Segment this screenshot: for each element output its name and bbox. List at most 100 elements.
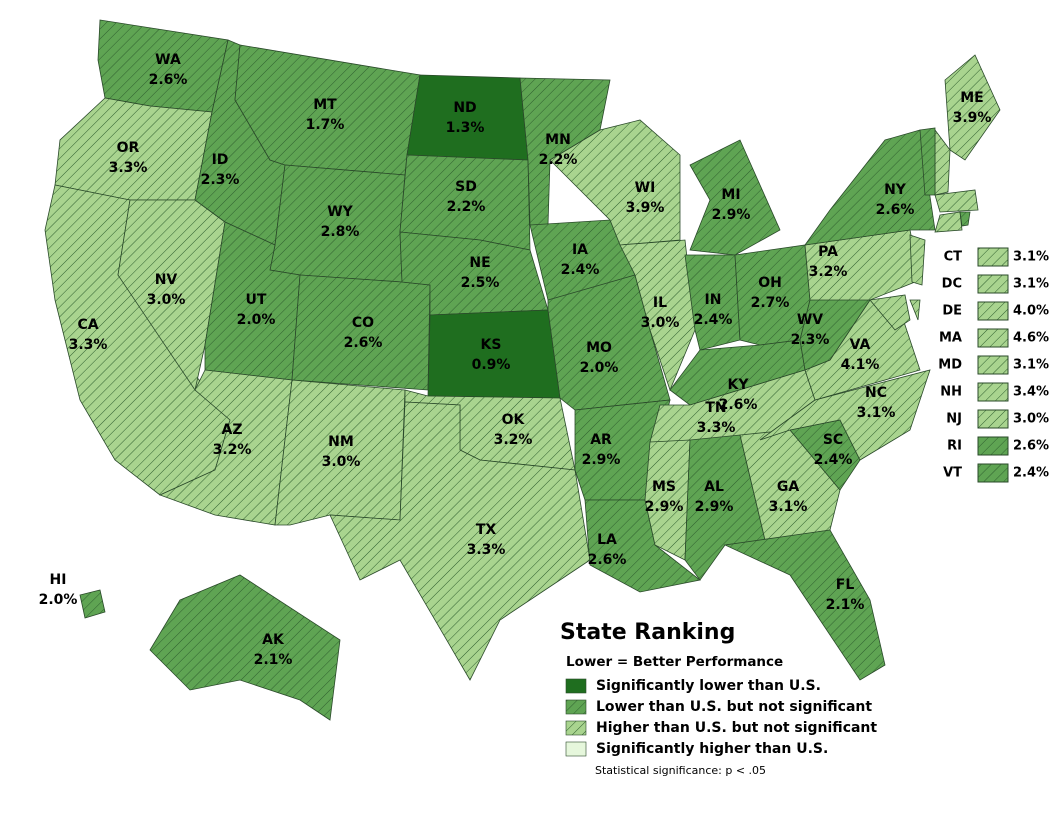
small-state-abbr: DE	[942, 304, 962, 319]
state-value: 2.1%	[254, 652, 293, 668]
small-state-abbr: MD	[938, 358, 962, 373]
state-shape	[274, 379, 406, 526]
state-abbr: WY	[327, 204, 353, 220]
legend-label: Lower than U.S. but not significant	[596, 699, 872, 715]
state-abbr: AR	[590, 432, 612, 448]
small-state-abbr: MA	[939, 331, 962, 346]
small-state-abbr: NJ	[946, 412, 962, 427]
state-abbr: NM	[328, 434, 354, 450]
state-value: 2.4%	[561, 262, 600, 278]
state-abbr: PA	[818, 244, 838, 260]
state-shape	[919, 127, 936, 196]
state-value: 2.3%	[791, 332, 830, 348]
state-abbr: AZ	[222, 422, 243, 438]
state-shape	[804, 129, 936, 246]
state-value: 2.7%	[751, 295, 790, 311]
state-shape	[427, 309, 561, 399]
state-abbr: NV	[155, 272, 178, 288]
small-state-swatch	[977, 382, 1009, 402]
state-labels: WA 2.6% OR 3.3% CA 3.3% NV 3.0% ID 2.3% MT 1.7% WY 2.…	[39, 52, 992, 668]
state-abbr: MO	[586, 340, 612, 356]
state-value: 3.1%	[857, 405, 896, 421]
small-state-value: 3.0%	[1013, 412, 1049, 427]
state-value: 2.6%	[149, 72, 188, 88]
state-abbr: MN	[545, 132, 571, 148]
legend-swatch	[565, 741, 587, 757]
state-abbr: SD	[455, 179, 477, 195]
legend-title: State Ranking	[560, 620, 735, 645]
small-state-swatch	[977, 355, 1009, 375]
small-state-value: 2.6%	[1013, 439, 1049, 454]
state-abbr: NC	[865, 385, 887, 401]
small-state-swatch	[977, 247, 1009, 267]
state-shape	[959, 211, 971, 227]
small-state-swatch	[977, 301, 1009, 321]
state-value: 2.2%	[539, 152, 578, 168]
state-value: 2.9%	[645, 499, 684, 515]
state-value: 4.1%	[841, 357, 880, 373]
state-value: 3.9%	[626, 200, 665, 216]
state-value: 3.3%	[69, 337, 108, 353]
state-abbr: OK	[502, 412, 526, 428]
state-value: 2.2%	[447, 199, 486, 215]
state-value: 2.0%	[237, 312, 276, 328]
state-value: 3.2%	[213, 442, 252, 458]
small-state-value: 3.1%	[1013, 250, 1049, 265]
state-abbr: UT	[246, 292, 267, 308]
small-state-swatch	[977, 436, 1009, 456]
state-value: 2.8%	[321, 224, 360, 240]
state-shape	[406, 74, 529, 161]
state-value: 2.0%	[580, 360, 619, 376]
states	[44, 19, 1001, 721]
state-shape	[291, 274, 431, 391]
state-value: 3.9%	[953, 110, 992, 126]
state-shape	[909, 299, 921, 321]
small-state-swatch	[977, 328, 1009, 348]
state-value: 3.2%	[494, 432, 533, 448]
state-abbr: ND	[453, 100, 476, 116]
state-value: 2.4%	[694, 312, 733, 328]
state-value: 3.0%	[641, 315, 680, 331]
state-abbr: CO	[352, 315, 374, 331]
state-value: 3.1%	[769, 499, 808, 515]
state-abbr: WV	[797, 312, 823, 328]
state-abbr: OH	[758, 275, 782, 291]
state-value: 3.3%	[697, 420, 736, 436]
state-value: 2.9%	[712, 207, 751, 223]
state-abbr: ID	[212, 152, 229, 168]
state-value: 3.3%	[467, 542, 506, 558]
state-value: 2.0%	[39, 592, 78, 608]
state-shape	[934, 128, 951, 196]
state-value: 2.5%	[461, 275, 500, 291]
state-shape	[519, 77, 611, 226]
legend-subtitle: Lower = Better Performance	[566, 654, 783, 670]
state-abbr: GA	[777, 479, 799, 495]
legend-note: Statistical significance: p < .05	[595, 764, 766, 777]
state-abbr: IN	[705, 292, 722, 308]
small-state-abbr: DC	[942, 277, 962, 292]
small-state-value: 3.4%	[1013, 385, 1049, 400]
state-abbr: IL	[653, 295, 667, 311]
state-shape	[79, 589, 106, 619]
small-state-abbr: NH	[940, 385, 962, 400]
state-shape	[909, 234, 926, 286]
state-value: 2.6%	[876, 202, 915, 218]
state-value: 2.6%	[588, 552, 627, 568]
state-abbr: WA	[155, 52, 181, 68]
state-shape	[934, 189, 979, 213]
state-abbr: AK	[262, 632, 285, 648]
state-shape	[759, 369, 931, 461]
state-shape	[644, 439, 691, 561]
small-state-swatch	[977, 274, 1009, 294]
state-shape	[944, 54, 1001, 161]
small-state-abbr: VT	[943, 466, 962, 481]
small-state-value: 3.1%	[1013, 277, 1049, 292]
state-abbr: LA	[597, 532, 617, 548]
small-state-value: 2.4%	[1013, 466, 1049, 481]
small-state-swatch	[977, 409, 1009, 429]
small-state-value: 4.0%	[1013, 304, 1049, 319]
state-value: 2.6%	[344, 335, 383, 351]
state-abbr: VA	[850, 337, 871, 353]
state-abbr: TN	[705, 400, 726, 416]
state-value: 0.9%	[472, 357, 511, 373]
